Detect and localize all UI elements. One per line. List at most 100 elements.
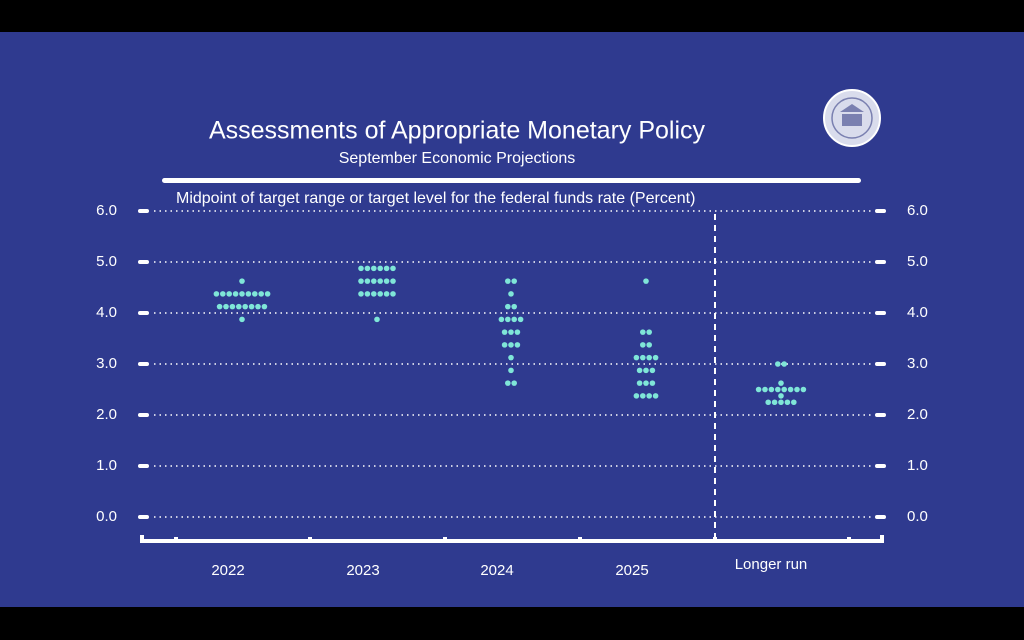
x-tick-label: 2024 xyxy=(480,562,513,579)
dot xyxy=(765,399,771,406)
dot xyxy=(223,303,229,310)
y-tick-label: 4.0 xyxy=(96,304,117,321)
dot xyxy=(236,303,242,310)
dot xyxy=(383,265,390,272)
dot xyxy=(505,316,511,323)
dot xyxy=(242,303,248,310)
dot xyxy=(646,354,652,361)
dot xyxy=(374,316,380,323)
chart-title: Assessments of Appropriate Monetary Poli… xyxy=(209,117,706,145)
dot xyxy=(646,329,652,335)
dot xyxy=(213,291,220,297)
dot xyxy=(216,303,223,310)
dot xyxy=(640,329,646,335)
dot xyxy=(643,367,649,374)
dot xyxy=(778,399,784,406)
dot xyxy=(390,278,396,284)
y2-tick-label: 6.0 xyxy=(907,202,928,219)
dot xyxy=(498,316,505,323)
y-tick-label: 2.0 xyxy=(96,406,117,423)
dot xyxy=(255,303,261,310)
dot xyxy=(364,278,371,284)
dot xyxy=(768,386,775,393)
dot xyxy=(248,303,255,310)
dot xyxy=(358,278,364,284)
dot xyxy=(220,291,226,297)
dot xyxy=(501,329,508,335)
dot xyxy=(383,278,390,284)
dot xyxy=(377,265,384,272)
dot xyxy=(511,316,517,323)
dot xyxy=(643,278,649,284)
dot xyxy=(358,265,364,272)
y2-tick-label: 2.0 xyxy=(907,406,928,423)
dot xyxy=(511,380,517,386)
dot xyxy=(226,291,232,297)
dot xyxy=(640,354,646,361)
dot xyxy=(505,380,511,386)
y-tick-label: 6.0 xyxy=(96,202,117,219)
y2-tick-label: 1.0 xyxy=(907,457,928,474)
x-tick-label: 2025 xyxy=(615,562,648,579)
dot xyxy=(643,380,649,386)
dot xyxy=(505,303,511,310)
dot xyxy=(232,291,239,297)
dot xyxy=(390,265,396,272)
dot xyxy=(775,386,781,393)
x-tick-label: Longer run xyxy=(735,556,808,573)
dot xyxy=(371,265,377,272)
dot xyxy=(652,354,659,361)
dot xyxy=(364,265,371,272)
dot xyxy=(517,316,524,323)
dot xyxy=(258,291,265,297)
dot xyxy=(245,291,252,297)
dot xyxy=(633,354,640,361)
dot xyxy=(508,354,514,361)
dot xyxy=(364,291,371,297)
y2-tick-label: 4.0 xyxy=(907,304,928,321)
dot xyxy=(508,367,514,374)
y-tick-label: 1.0 xyxy=(96,457,117,474)
fed-seal xyxy=(823,89,881,147)
y2-tick-label: 3.0 xyxy=(907,355,928,372)
dot xyxy=(794,386,800,393)
dot xyxy=(252,291,258,297)
dot xyxy=(377,291,384,297)
dot xyxy=(778,393,784,399)
dot xyxy=(383,291,390,297)
dot xyxy=(636,367,643,374)
dot xyxy=(505,278,511,284)
dot xyxy=(371,278,377,284)
dot xyxy=(791,399,797,406)
dot xyxy=(514,342,521,348)
dot xyxy=(778,380,784,386)
dot xyxy=(390,291,396,297)
dot xyxy=(508,342,514,348)
dot xyxy=(755,386,762,393)
dot xyxy=(781,361,787,367)
dot xyxy=(649,380,656,386)
dot xyxy=(633,393,640,399)
dot xyxy=(371,291,377,297)
dot xyxy=(646,393,652,399)
y2-tick-label: 5.0 xyxy=(907,253,928,270)
dot xyxy=(229,303,236,310)
dot xyxy=(511,278,517,284)
dot xyxy=(377,278,384,284)
dot xyxy=(787,386,794,393)
dot xyxy=(501,342,508,348)
y-tick-label: 0.0 xyxy=(96,508,117,525)
dot xyxy=(261,303,268,310)
chart-subtitle: September Economic Projections xyxy=(339,150,576,167)
dot xyxy=(640,393,646,399)
dot xyxy=(264,291,271,297)
dot xyxy=(775,361,781,367)
dot xyxy=(239,316,245,323)
dot xyxy=(636,380,643,386)
dot xyxy=(511,303,517,310)
dot xyxy=(652,393,659,399)
y-tick-label: 3.0 xyxy=(96,355,117,372)
title-rule xyxy=(162,178,861,183)
